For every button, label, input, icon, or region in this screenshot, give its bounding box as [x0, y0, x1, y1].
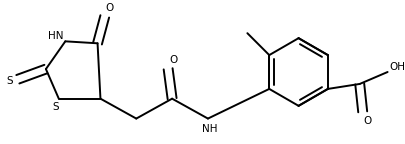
Text: S: S [52, 102, 59, 112]
Text: NH: NH [202, 124, 217, 133]
Text: HN: HN [47, 31, 63, 41]
Text: S: S [6, 76, 13, 86]
Text: O: O [168, 55, 177, 65]
Text: O: O [362, 116, 371, 126]
Text: OH: OH [388, 62, 405, 72]
Text: O: O [105, 3, 113, 13]
